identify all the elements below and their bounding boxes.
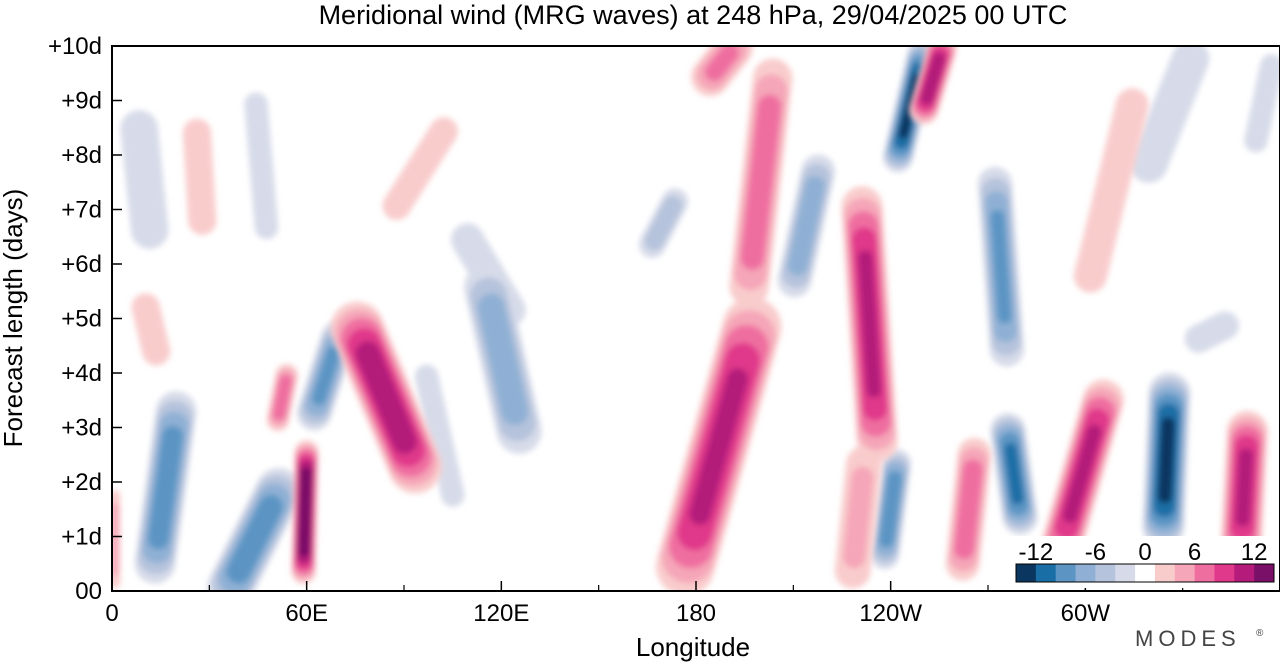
y-tick-label-5: +5d (61, 306, 102, 333)
y-tick-label-6: +6d (61, 251, 102, 278)
y-tick-label-8: +8d (61, 142, 102, 169)
colorbar-swatch-12 (1254, 564, 1275, 582)
colorbar-label-2: 0 (1138, 539, 1151, 566)
y-tick-label-1: +1d (61, 524, 102, 551)
contour-pos-3-level-0 (131, 293, 171, 366)
contour-neg-5-level-3 (226, 494, 284, 584)
colorbar-swatch-7 (1154, 564, 1176, 582)
contour-neg-25-level-4 (1004, 442, 1024, 505)
plot-area (111, 45, 1280, 592)
contour-neg-33-level-0 (1184, 311, 1240, 353)
colorbar-swatch-1 (1035, 564, 1057, 582)
contour-neg-28-level-5 (1157, 417, 1175, 504)
contour-neg-10-level-2 (477, 293, 529, 426)
contour-pos-24-level-2 (954, 459, 983, 560)
contour-pos-20-level-1 (843, 466, 874, 569)
colorbar-swatch-2 (1055, 564, 1077, 582)
y-tick-label-4: +4d (61, 360, 102, 387)
colorbar: -12 -6 0 6 12 (1012, 536, 1276, 588)
colorbar-swatch-11 (1234, 564, 1255, 582)
contour-pos-23-level-4 (920, 52, 946, 106)
y-tick-label-0: 00 (75, 578, 102, 605)
y-tick-label-9: +9d (61, 88, 102, 115)
y-axis: 00 +1d +2d +3d +4d +5d +6d +7d +8d +9d +10d (48, 33, 122, 605)
contour-neg-8-level-3 (311, 346, 341, 406)
contour-pos-7-level-2 (272, 374, 293, 421)
contour-neg-2-level-0 (244, 92, 279, 240)
contour-neg-11-level-0 (414, 364, 465, 507)
contour-pos-6-level-5 (298, 467, 313, 557)
negative-contours (120, 46, 1280, 591)
modes-logo: MODES ® (1135, 626, 1264, 651)
logo-mark: ® (1256, 628, 1264, 639)
colorbar-swatches (1015, 563, 1275, 583)
contour-pos-30-level-0 (1073, 88, 1149, 293)
colorbar-labels: -12 -6 0 6 12 (1019, 539, 1268, 566)
colorbar-label-1: -6 (1085, 539, 1106, 566)
colorbar-swatch-0 (1016, 564, 1037, 582)
contour-neg-4-level-3 (147, 425, 184, 550)
x-tick-label-2: 120E (473, 600, 529, 627)
y-tick-label-7: +7d (61, 197, 102, 224)
contour-pos-15-level-2 (740, 94, 782, 270)
contour-pos-27-level-4 (1062, 424, 1102, 524)
chart-title: Meridional wind (MRG waves) at 248 hPa, … (319, 0, 1068, 30)
x-tick-label-4: 120W (859, 600, 922, 627)
contour-pos-12-level-0 (382, 117, 458, 221)
colorbar-swatch-6 (1135, 564, 1156, 582)
contour-neg-17-level-2 (787, 176, 825, 276)
contour-neg-0-level-0 (120, 110, 169, 249)
colorbar-swatch-9 (1194, 564, 1215, 582)
wind-field (112, 46, 1280, 591)
x-tick-label-1: 60E (285, 600, 328, 627)
contour-neg-31-level-0 (1129, 46, 1210, 183)
y-tick-label-3: +3d (61, 415, 102, 442)
y-tick-label-2: +2d (61, 469, 102, 496)
colorbar-frame (1015, 563, 1275, 583)
y-axis-label: Forecast length (days) (0, 189, 28, 448)
colorbar-label-0: -12 (1019, 539, 1054, 566)
x-tick-label-3: 180 (676, 600, 716, 627)
colorbar-label-3: 6 (1188, 539, 1201, 566)
contour-neg-19-level-3 (879, 471, 903, 548)
x-axis: 0 60E 120E 180 120W 60W (105, 581, 1184, 627)
contour-neg-26-level-3 (990, 209, 1012, 324)
contour-pos-29-level-4 (1235, 448, 1254, 527)
colorbar-swatch-4 (1095, 564, 1116, 582)
colorbar-swatch-10 (1214, 564, 1235, 582)
y-tick-label-10: +10d (48, 33, 102, 60)
colorbar-swatch-3 (1075, 564, 1096, 582)
logo-text: MODES (1135, 626, 1241, 651)
contour-pos-14-level-4 (689, 368, 749, 525)
colorbar-swatch-8 (1174, 564, 1196, 582)
x-tick-label-5: 60W (1061, 600, 1111, 627)
contour-neg-18-level-1 (644, 195, 683, 251)
x-tick-label-0: 0 (105, 600, 118, 627)
contour-pos-16-level-2 (705, 46, 739, 82)
x-axis-label: Longitude (636, 632, 750, 662)
contour-pos-21-level-4 (857, 250, 882, 398)
contour-neg-32-level-0 (1244, 54, 1280, 153)
contour-pos-9-level-4 (355, 341, 417, 454)
positive-contours (112, 46, 1268, 591)
contour-pos-1-level-0 (182, 118, 217, 235)
colorbar-label-4: 12 (1241, 539, 1268, 566)
colorbar-swatch-5 (1115, 564, 1136, 582)
